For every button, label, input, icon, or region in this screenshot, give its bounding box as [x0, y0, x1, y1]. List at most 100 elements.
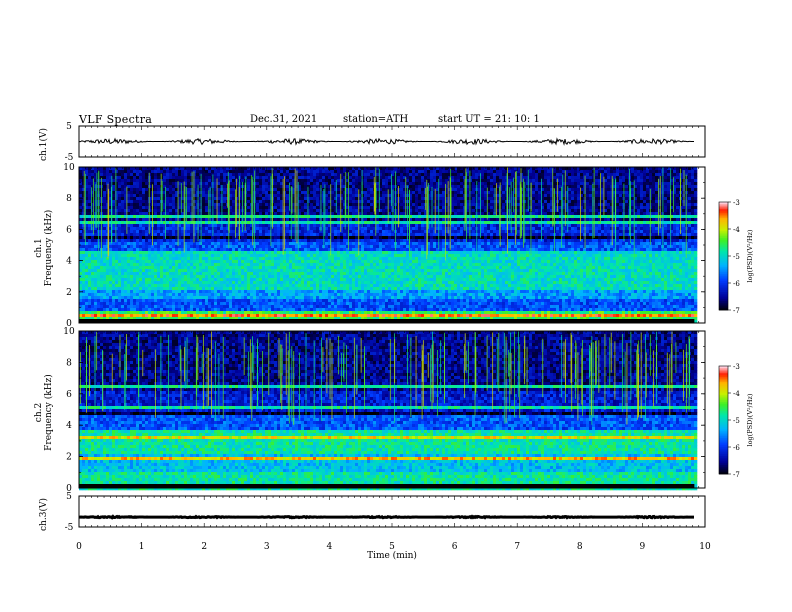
- spectrogram-cell: [280, 218, 284, 222]
- spectrogram-cell: [280, 227, 284, 231]
- spectrogram-cell: [574, 209, 578, 213]
- spectrogram-cell: [361, 191, 365, 195]
- spectrogram-cell: [601, 191, 605, 195]
- spectrogram-cell: [112, 233, 116, 237]
- spectrogram-cell: [631, 185, 635, 189]
- spectrogram-cell: [421, 233, 425, 237]
- spectrogram-cell: [268, 179, 272, 183]
- spectrogram-cell: [580, 224, 584, 228]
- spectrogram-cell: [265, 173, 269, 177]
- spectrogram-cell: [82, 218, 86, 222]
- spectrogram-cell: [160, 200, 164, 204]
- spectrogram-cell: [292, 224, 296, 228]
- spectrogram-cell: [247, 191, 251, 195]
- spectrogram-cell: [94, 167, 98, 171]
- spectrogram-cell: [181, 218, 185, 222]
- spectrogram-cell: [544, 221, 548, 225]
- spectrogram-cell: [364, 194, 368, 198]
- spectrogram-cell: [592, 218, 596, 222]
- spectrogram-cell: [268, 185, 272, 189]
- spectrogram-cell: [124, 209, 128, 213]
- spectrogram-cell: [286, 188, 290, 192]
- spectrogram-cell: [433, 170, 437, 174]
- spectrogram-cell: [124, 203, 128, 207]
- spectrogram-cell: [421, 218, 425, 222]
- spectrogram-cell: [85, 212, 89, 216]
- spectrogram-cell: [244, 221, 248, 225]
- spectrogram-cell: [124, 200, 128, 204]
- spectrogram-cell: [670, 209, 674, 213]
- spectrogram-cell: [85, 221, 89, 225]
- spectrogram-cell: [673, 227, 677, 231]
- spectrogram-cell: [451, 200, 455, 204]
- spectrogram-cell: [535, 206, 539, 210]
- spectrogram-cell: [544, 230, 548, 234]
- spectrogram-cell: [334, 215, 338, 219]
- spectrogram-cell: [139, 179, 143, 183]
- spectrogram-cell: [673, 206, 677, 210]
- spectrogram-cell: [190, 215, 194, 219]
- spectrogram-cell: [187, 185, 191, 189]
- spectrogram-cell: [598, 215, 602, 219]
- spectrogram-cell: [229, 194, 233, 198]
- spectrogram-cell: [331, 215, 335, 219]
- spectrogram-cell: [517, 224, 521, 228]
- spectrogram-cell: [571, 191, 575, 195]
- spectrogram-cell: [565, 197, 569, 201]
- spectrogram-cell: [616, 227, 620, 231]
- spectrogram-cell: [634, 176, 638, 180]
- spectrogram-cell: [625, 200, 629, 204]
- spectrogram-cell: [415, 218, 419, 222]
- spectrogram-cell: [610, 233, 614, 237]
- spectrogram-cell: [94, 176, 98, 180]
- spectrogram-cell: [544, 212, 548, 216]
- spectrogram-cell: [232, 170, 236, 174]
- spectrogram-cell: [361, 206, 365, 210]
- spectrogram-cell: [343, 209, 347, 213]
- spectrogram-cell: [472, 233, 476, 237]
- spectrogram-cell: [301, 167, 305, 171]
- spectrogram-cell: [340, 212, 344, 216]
- spectrogram-cell: [310, 221, 314, 225]
- spectrogram-cell: [625, 203, 629, 207]
- spectrogram-cell: [214, 227, 218, 231]
- spectrogram-cell: [499, 206, 503, 210]
- spectrogram-cell: [586, 230, 590, 234]
- spectrogram-cell: [91, 227, 95, 231]
- spectrogram-cell: [262, 182, 266, 186]
- spectrogram-cell: [532, 203, 536, 207]
- spectrogram-cell: [607, 203, 611, 207]
- spectrogram-cell: [442, 203, 446, 207]
- spectrogram-cell: [607, 221, 611, 225]
- spectrogram-cell: [292, 173, 296, 177]
- spectrogram-cell: [313, 209, 317, 213]
- spectrogram-cell: [652, 200, 656, 204]
- spectrogram-cell: [145, 218, 149, 222]
- spectrogram-cell: [346, 173, 350, 177]
- spectrogram-cell: [328, 218, 332, 222]
- spectrogram-cell: [541, 176, 545, 180]
- spectrogram-cell: [616, 230, 620, 234]
- spectrogram-cell: [496, 167, 500, 171]
- spectrogram-cell: [133, 218, 137, 222]
- spectrogram-cell: [199, 173, 203, 177]
- spectrogram-cell: [616, 209, 620, 213]
- spectrogram-cell: [472, 218, 476, 222]
- spectrogram-cell: [106, 167, 110, 171]
- spectrogram-cell: [655, 227, 659, 231]
- spectrogram-cell: [640, 203, 644, 207]
- spectrogram-cell: [550, 227, 554, 231]
- chart-title: VLF Spectra: [79, 113, 152, 126]
- spectrogram-cell: [223, 173, 227, 177]
- spectrogram-cell: [643, 188, 647, 192]
- spectrogram-cell: [88, 191, 92, 195]
- spectrogram-cell: [490, 209, 494, 213]
- spectrogram-cell: [505, 167, 509, 171]
- spectrogram-cell: [208, 191, 212, 195]
- spectrogram-cell: [607, 182, 611, 186]
- spectrogram-cell: [442, 224, 446, 228]
- spectrogram-cell: [631, 179, 635, 183]
- spectrogram-cell: [379, 209, 383, 213]
- spectrogram-cell: [127, 215, 131, 219]
- spectrogram-cell: [136, 185, 140, 189]
